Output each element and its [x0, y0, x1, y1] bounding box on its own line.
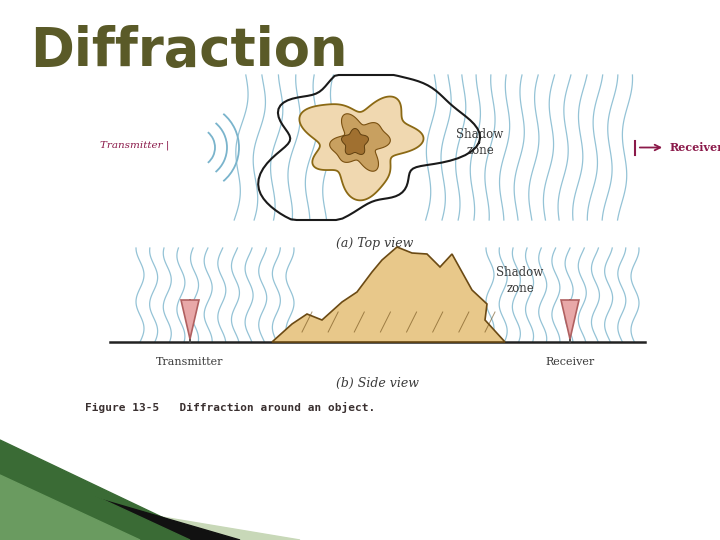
- Polygon shape: [0, 470, 240, 540]
- Polygon shape: [0, 452, 190, 540]
- Text: Receiver: Receiver: [545, 357, 595, 367]
- Text: Receiver: Receiver: [670, 142, 720, 153]
- Text: Diffraction: Diffraction: [30, 25, 348, 77]
- Polygon shape: [300, 97, 423, 200]
- Text: Shadow
zone: Shadow zone: [456, 127, 503, 158]
- Text: (b) Side view: (b) Side view: [336, 377, 419, 390]
- Text: (a) Top view: (a) Top view: [336, 237, 414, 250]
- Polygon shape: [330, 114, 390, 171]
- Polygon shape: [0, 440, 210, 540]
- Polygon shape: [561, 300, 579, 339]
- Text: Shadow
zone: Shadow zone: [496, 266, 544, 295]
- Text: Transmitter: Transmitter: [156, 357, 224, 367]
- Text: Transmitter |: Transmitter |: [100, 141, 169, 150]
- Polygon shape: [272, 247, 505, 342]
- Polygon shape: [181, 300, 199, 339]
- Text: Figure 13-5   Diffraction around an object.: Figure 13-5 Diffraction around an object…: [85, 402, 375, 413]
- Polygon shape: [0, 475, 140, 540]
- Polygon shape: [0, 490, 300, 540]
- Polygon shape: [341, 129, 369, 154]
